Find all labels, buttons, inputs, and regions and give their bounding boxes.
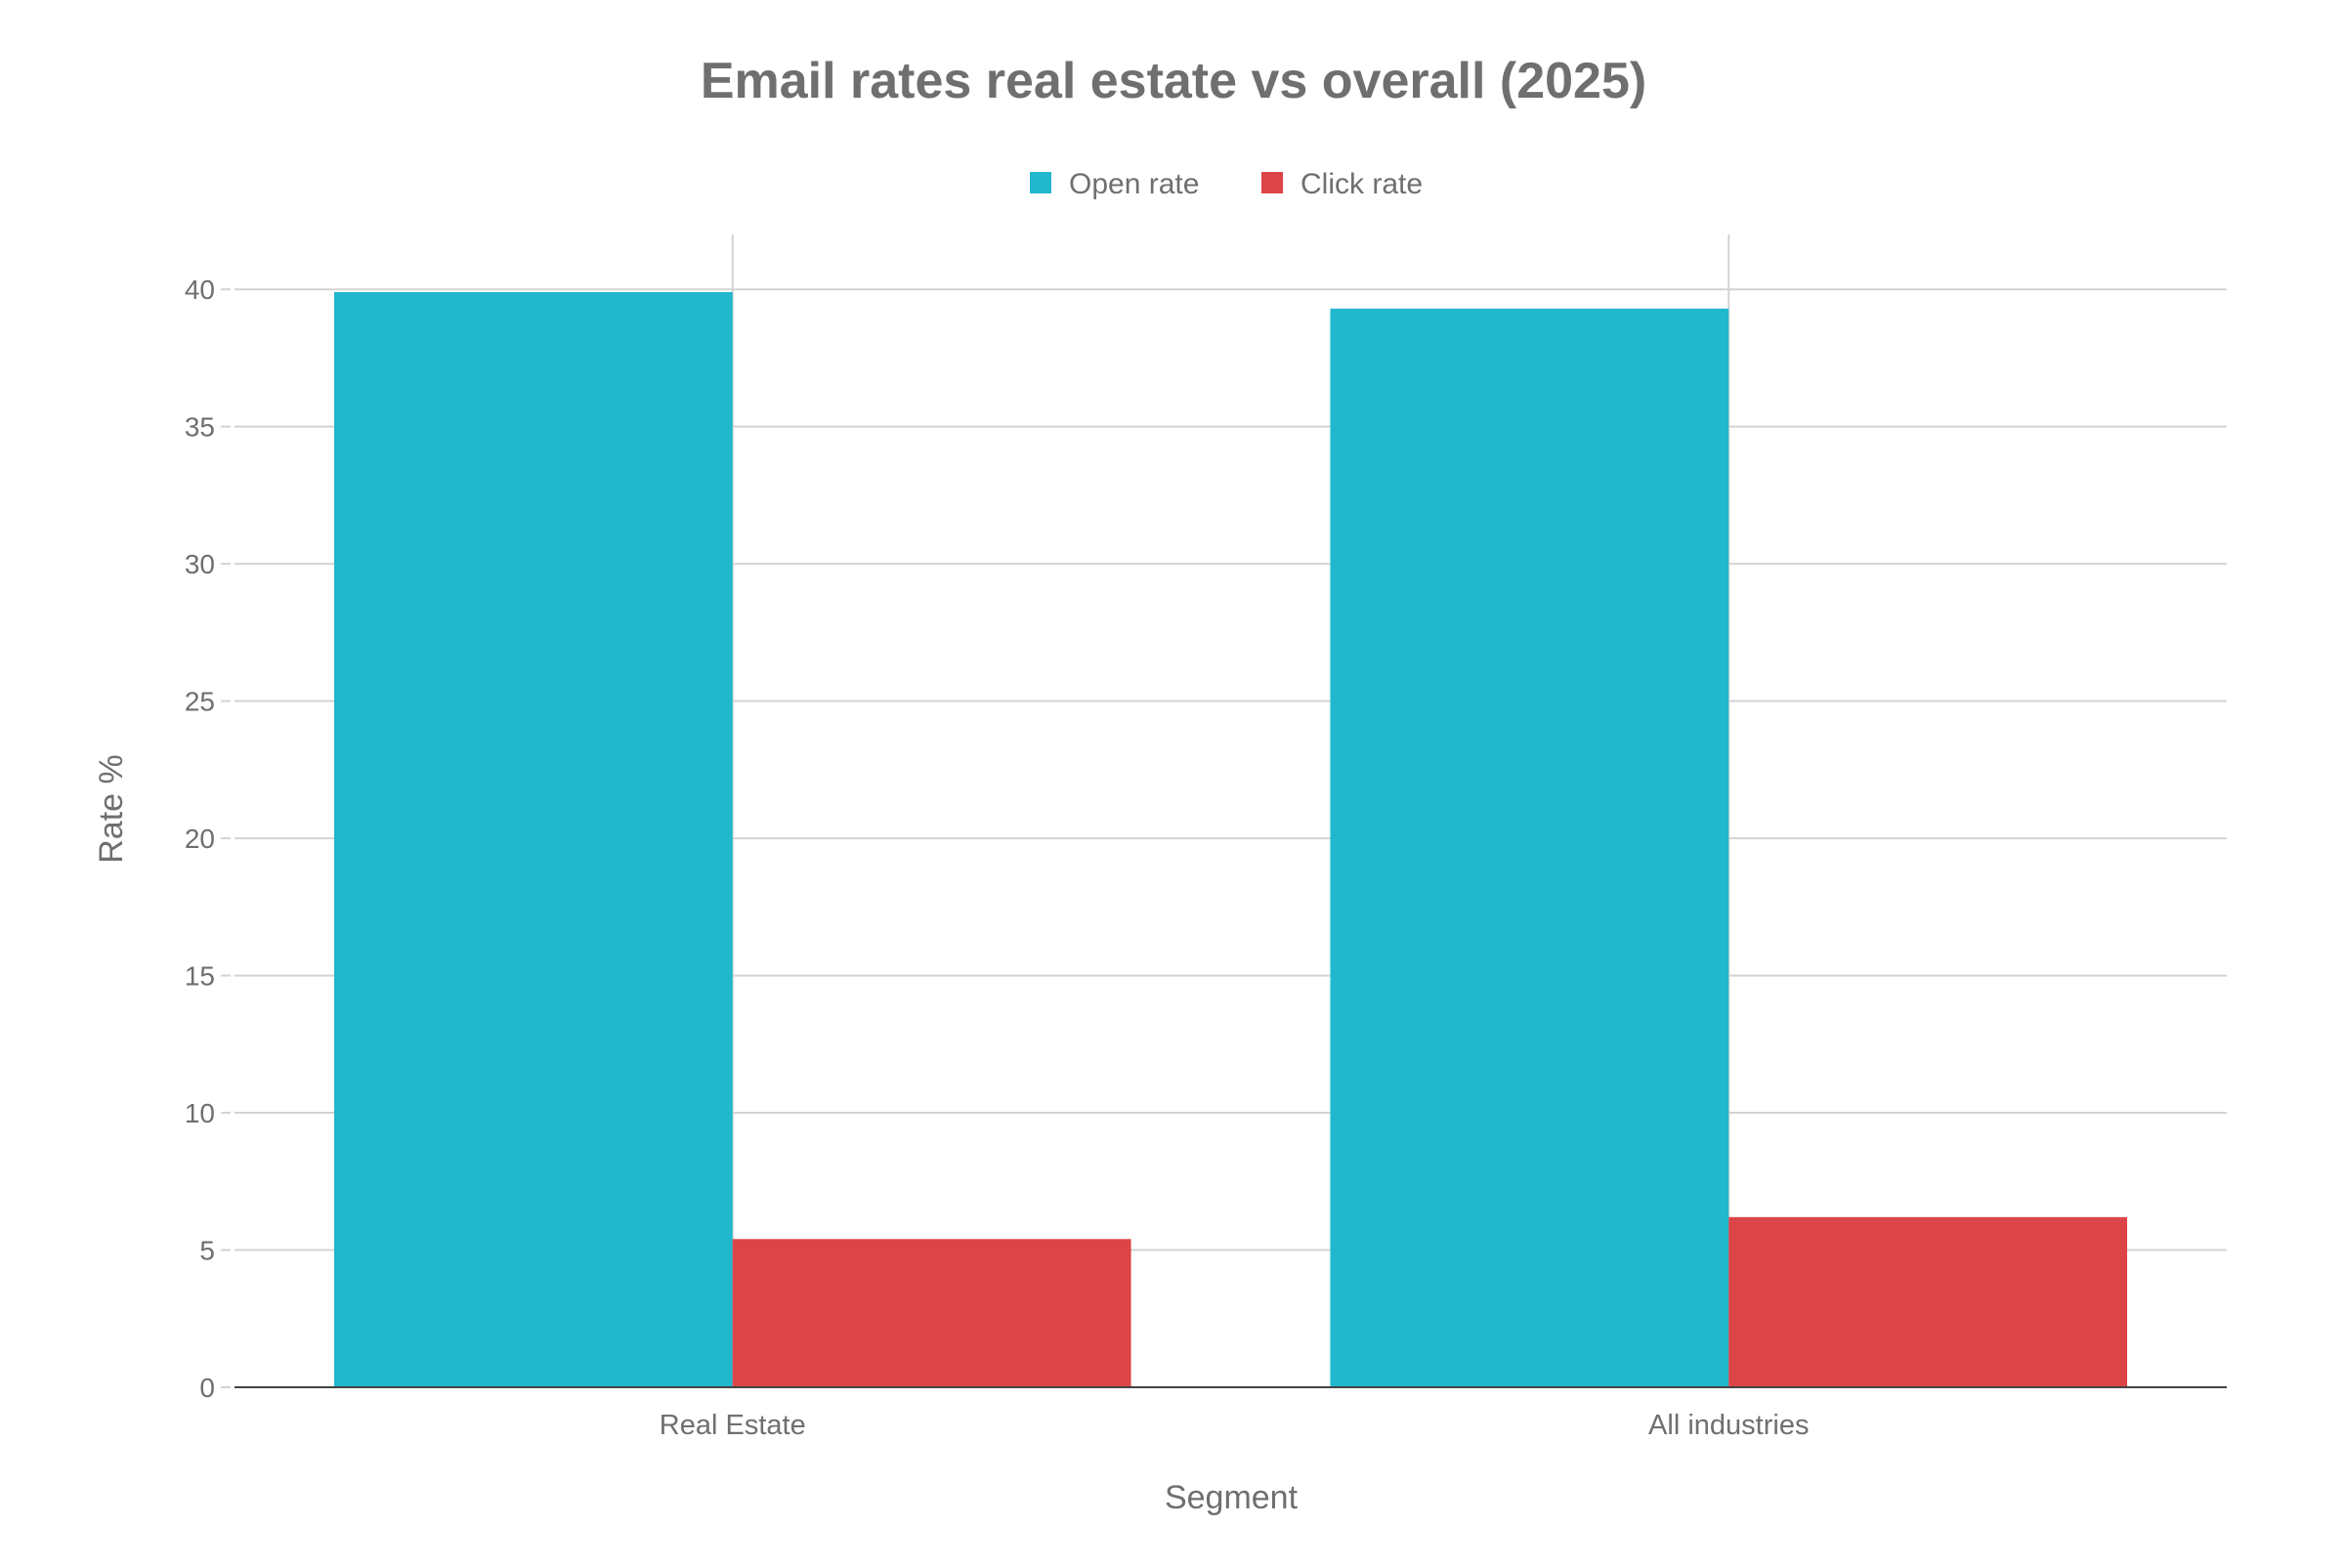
y-tick-label: 10: [185, 1098, 215, 1128]
legend-label: Click rate: [1300, 168, 1423, 200]
x-tick-label: Real Estate: [660, 1410, 806, 1441]
y-tick-label: 0: [199, 1373, 215, 1403]
legend-label: Open rate: [1069, 168, 1199, 200]
chart-title: Email rates real estate vs overall (2025…: [701, 53, 1646, 109]
bars: [333, 292, 2128, 1387]
y-tick-label: 15: [185, 961, 215, 992]
y-tick-label: 35: [185, 412, 215, 443]
bar-click-rate: [1728, 1216, 2128, 1387]
legend: Open rate Click rate: [1030, 168, 1423, 200]
legend-swatch: [1261, 172, 1283, 193]
bar-open-rate: [333, 292, 733, 1387]
legend-swatch: [1030, 172, 1051, 193]
y-tick-label: 25: [185, 687, 215, 717]
y-tick-label: 40: [185, 275, 215, 305]
bar-click-rate: [732, 1239, 1131, 1387]
bar-open-rate: [1330, 308, 1729, 1387]
axes: 0 5 10 15 20 25 30 35 40 Real Estate All industrie…: [185, 275, 2227, 1441]
y-tick-label: 20: [185, 824, 215, 854]
x-axis-label: Segment: [1165, 1479, 1299, 1516]
y-tick-label: 5: [199, 1236, 215, 1266]
y-tick-label: 30: [185, 549, 215, 579]
x-tick-label: All industries: [1648, 1410, 1809, 1441]
y-axis-label: Rate %: [93, 754, 130, 864]
